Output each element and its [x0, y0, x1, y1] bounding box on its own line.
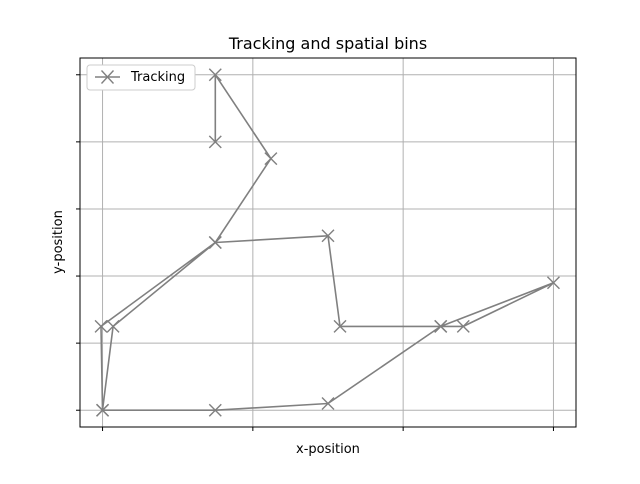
data-point-0-2 — [264, 152, 278, 166]
y-axis-label: y-position — [51, 210, 66, 274]
data-point-0-5 — [333, 319, 347, 333]
data-point-0-10 — [321, 397, 335, 411]
chart-title: Tracking and spatial bins — [228, 34, 427, 53]
data-point-0-13 — [106, 319, 120, 333]
legend-label-tracking: Tracking — [130, 70, 185, 85]
data-point-0-9 — [434, 319, 448, 333]
legend-box — [86, 64, 196, 91]
data-point-0-11 — [208, 403, 222, 417]
data-point-0-4 — [321, 229, 335, 243]
plot-frame — [79, 57, 577, 428]
x-axis-label: x-position — [296, 442, 360, 457]
data-point-0-16 — [96, 403, 110, 417]
data-point-0-14 — [208, 236, 222, 249]
data-point-0-8 — [546, 276, 560, 290]
data-point-0-1 — [208, 68, 222, 82]
data-point-0-0 — [208, 135, 222, 149]
legend: Tracking — [86, 64, 196, 91]
data-point-0-7 — [456, 319, 470, 333]
series-layer — [94, 68, 560, 417]
data-point-0-15 — [94, 319, 108, 333]
legend-marker-x-icon — [100, 70, 115, 84]
